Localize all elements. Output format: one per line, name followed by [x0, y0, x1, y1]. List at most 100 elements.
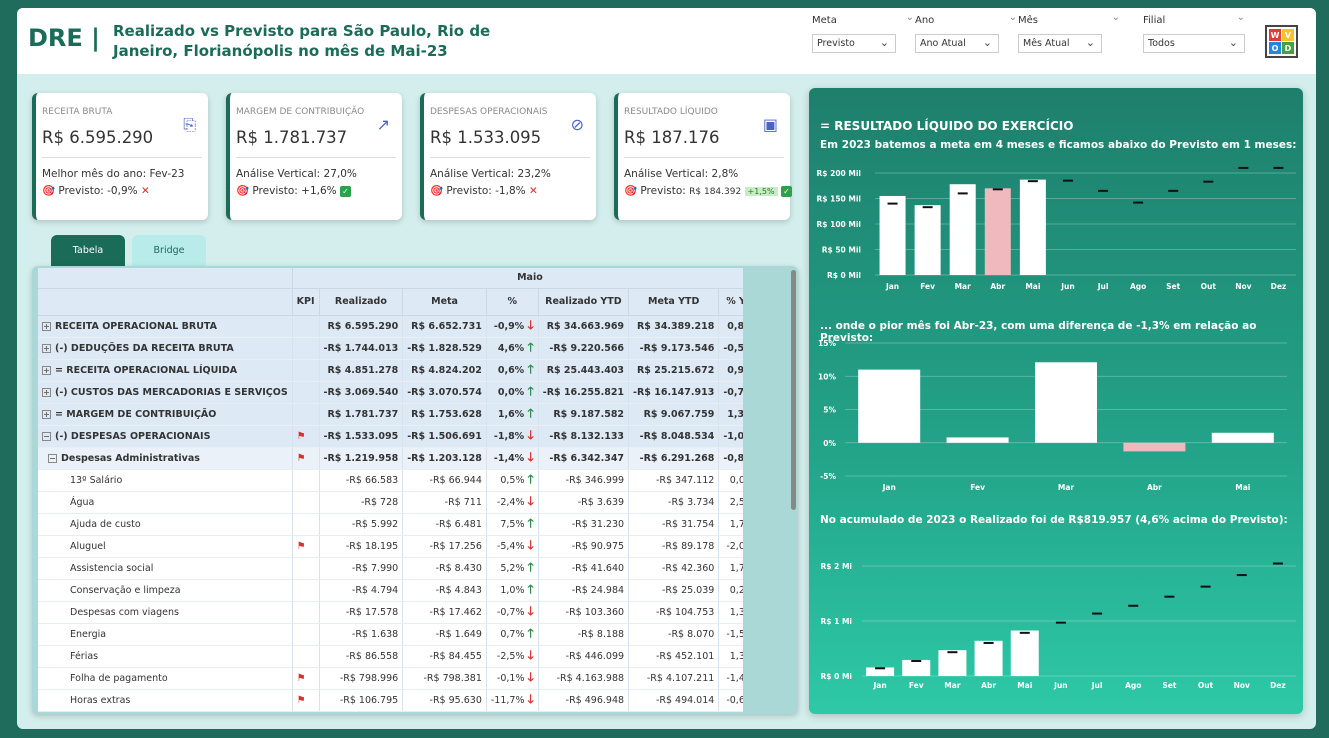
table-row[interactable]: 13º Salário -R$ 66.583 -R$ 66.944 0,5% 🡑 -R$…: [38, 469, 743, 492]
cell-meta: -R$ 17.462: [402, 601, 487, 624]
table-row[interactable]: Ajuda de custo -R$ 5.992 -R$ 6.481 7,5% 🡑 -R…: [38, 513, 743, 536]
target-marker: [992, 188, 1003, 191]
target-marker: [1273, 166, 1284, 169]
kpi-cell: [292, 601, 320, 624]
column-header[interactable]: %: [486, 288, 539, 316]
y-tick-label: R$ 0 Mil: [827, 271, 861, 280]
expand-icon[interactable]: +: [42, 387, 51, 397]
chevron-down-icon[interactable]: ⌄: [1111, 12, 1120, 23]
bar: [1211, 432, 1274, 443]
x-tick-label: Jul: [1091, 681, 1103, 690]
table-row[interactable]: + (-) DEDUÇÕES DA RECEITA BRUTA -R$ 1.744.…: [38, 337, 743, 360]
column-header[interactable]: KPI: [292, 288, 320, 316]
column-header[interactable]: Realizado YTD: [538, 288, 630, 316]
target-marker: [1098, 189, 1109, 192]
column-header[interactable]: % YTD: [718, 288, 743, 316]
chevron-down-icon[interactable]: ⌄: [1008, 12, 1017, 23]
kpi-divider: [624, 157, 784, 158]
tab-bridge[interactable]: Bridge: [132, 235, 206, 266]
row-label: Ajuda de custo: [38, 513, 293, 536]
target-marker: [911, 659, 922, 662]
target-marker: [1055, 621, 1066, 624]
target-marker: [1236, 574, 1247, 577]
filter-dropdown[interactable]: Ano Atual ⌄: [915, 34, 999, 53]
filter-dropdown[interactable]: Mês Atual ⌄: [1018, 34, 1102, 53]
expand-icon[interactable]: +: [42, 365, 51, 375]
x-tick-label: Mai: [1025, 282, 1040, 291]
cell-meta: R$ 4.824.202: [402, 359, 487, 382]
flag-icon: ⚑: [296, 452, 306, 464]
expand-icon[interactable]: +: [42, 343, 51, 353]
arrow-up-icon: 🡑: [527, 515, 534, 530]
x-tick-label: Mai: [1017, 681, 1032, 690]
flag-icon: ⚑: [296, 540, 306, 552]
kpi-cell: [292, 557, 320, 580]
x-tick-label: Jun: [1060, 282, 1074, 291]
table-row[interactable]: Assistencia social -R$ 7.990 -R$ 8.430 5,2%…: [38, 557, 743, 580]
cell-meta: -R$ 1.506.691: [402, 425, 487, 448]
arrow-down-icon: 🡓: [527, 427, 534, 442]
cell-meta: -R$ 66.944: [402, 469, 487, 492]
table-row[interactable]: Água -R$ 728 -R$ 711 -2,4% 🡓 -R$ 3.639 -R$ 3.…: [38, 491, 743, 514]
cell-pct-ytd: -0,8% 🡓: [718, 447, 743, 470]
cell-realizado-ytd: -R$ 90.975: [538, 535, 630, 558]
tab-tabela[interactable]: Tabela: [51, 235, 125, 266]
chevron-down-icon[interactable]: ⌄: [905, 12, 914, 23]
table-row[interactable]: Folha de pagamento ⚑ -R$ 798.996 -R$ 798.38…: [38, 667, 743, 690]
table-row[interactable]: + = MARGEM DE CONTRIBUIÇÃO R$ 1.781.737 R$ …: [38, 403, 743, 426]
filter-3: Filial ⌄ Todos ⌄: [1143, 12, 1253, 53]
row-label: 13º Salário: [38, 469, 293, 492]
target-marker: [875, 667, 886, 670]
cell-realizado: -R$ 1.638: [319, 623, 404, 646]
logo-letter: V: [1282, 29, 1294, 41]
kpi-cell: ⚑: [292, 667, 320, 690]
table-row[interactable]: Horas extras ⚑ -R$ 106.795 -R$ 95.630 -11,7%…: [38, 689, 743, 712]
expand-icon[interactable]: +: [42, 321, 51, 331]
table-row[interactable]: − (-) DESPESAS OPERACIONAIS ⚑ -R$ 1.533.095…: [38, 425, 743, 448]
cell-realizado: -R$ 1.219.958: [319, 447, 404, 470]
table-row[interactable]: Despesas com viagens -R$ 17.578 -R$ 17.462…: [38, 601, 743, 624]
x-tick-label: Jul: [1097, 282, 1109, 291]
filter-label: Meta ⌄: [812, 12, 914, 26]
kpi-cell: ⚑: [292, 425, 320, 448]
cell-meta: -R$ 84.455: [402, 645, 487, 668]
target-marker: [887, 202, 898, 205]
expand-icon[interactable]: +: [42, 409, 51, 419]
cell-realizado-ytd: R$ 34.663.969: [538, 315, 630, 338]
table-row[interactable]: + = RECEITA OPERACIONAL LÍQUIDA R$ 4.851.2…: [38, 359, 743, 382]
column-header[interactable]: Realizado: [319, 288, 404, 316]
kpi-divider: [430, 157, 590, 158]
table-row[interactable]: Internet⚑-R$ 1.092-R$ 1.019-7,1% 🡓-R$ 5.…: [38, 711, 743, 712]
logo-letter: W: [1269, 29, 1281, 41]
collapse-icon[interactable]: −: [48, 453, 57, 463]
table-row[interactable]: − Despesas Administrativas ⚑ -R$ 1.219.958-…: [38, 447, 743, 470]
flag-icon: ⚑: [296, 672, 306, 684]
table-row[interactable]: Aluguel ⚑ -R$ 18.195 -R$ 17.256 -5,4% 🡓 -R$ 9…: [38, 535, 743, 558]
cell-pct-ytd: 1,3% 🡑: [718, 403, 743, 426]
dre-table-container: Maio KPI Realizado Meta% Realizado YTD Meta …: [32, 266, 798, 714]
kpi-value: R$ 1.533.095: [430, 128, 542, 147]
bar: [879, 195, 906, 275]
kpi-cell: ⚑: [292, 689, 320, 712]
cell-realizado-ytd: R$ 9.187.582: [538, 403, 630, 426]
table-row[interactable]: Férias -R$ 86.558 -R$ 84.455 -2,5% 🡓 -R$ 446…: [38, 645, 743, 668]
table-row[interactable]: Conservação e limpeza -R$ 4.794 -R$ 4.843 1…: [38, 579, 743, 602]
x-tick-label: Set: [1162, 681, 1176, 690]
table-row[interactable]: + (-) CUSTOS DAS MERCADORIAS E SERVIÇOS -R…: [38, 381, 743, 404]
filter-dropdown[interactable]: Previsto ⌄: [812, 34, 896, 53]
table-scrollbar[interactable]: [791, 270, 796, 510]
chevron-down-icon[interactable]: ⌄: [1236, 12, 1245, 23]
cell-meta-ytd: R$ 9.067.759: [628, 403, 720, 426]
cell-pct: 0,0% 🡑: [486, 381, 539, 404]
table-row[interactable]: Energia -R$ 1.638 -R$ 1.649 0,7% 🡑 -R$ 8.188…: [38, 623, 743, 646]
column-header[interactable]: Meta YTD: [628, 288, 720, 316]
column-header[interactable]: Meta: [402, 288, 487, 316]
cell-realizado: -R$ 106.795: [319, 689, 404, 712]
collapse-icon[interactable]: −: [42, 431, 51, 441]
target-marker: [1133, 201, 1144, 204]
arrow-down-icon: 🡓: [527, 691, 534, 706]
table-row[interactable]: + RECEITA OPERACIONAL BRUTA R$ 6.595.290 R$…: [38, 315, 743, 338]
filter-dropdown[interactable]: Todos ⌄: [1143, 34, 1245, 53]
target-marker: [1062, 179, 1073, 182]
